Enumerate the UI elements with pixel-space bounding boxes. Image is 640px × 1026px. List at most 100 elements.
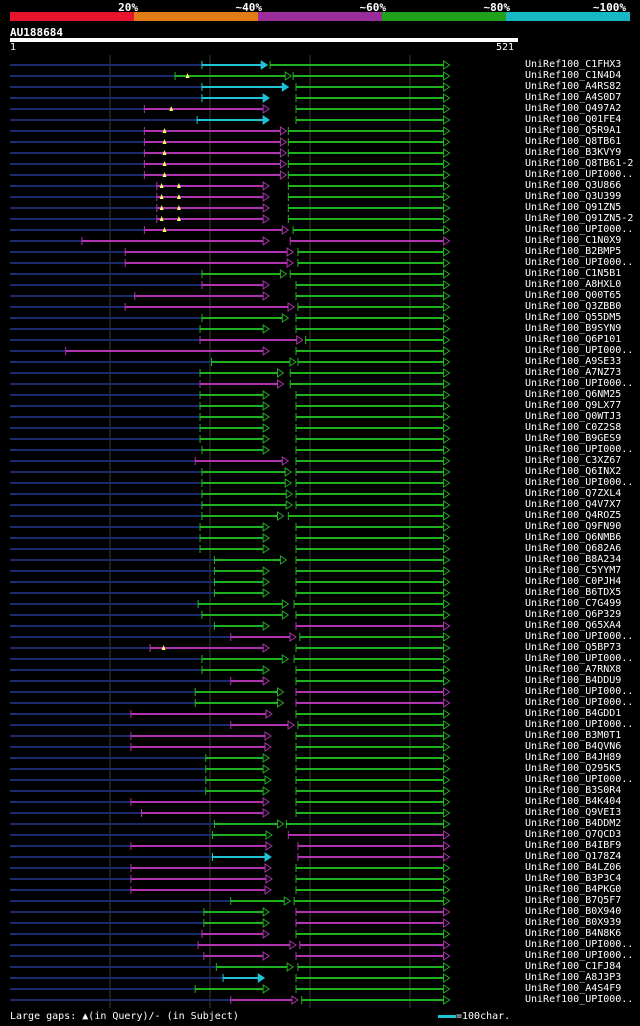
hit-label[interactable]: UniRef100_Q5BP73 [525, 642, 622, 653]
hit-label[interactable]: UniRef100_B9SYN9 [525, 323, 622, 334]
hit-label[interactable]: UniRef100_UPI000.. [525, 631, 634, 642]
hit-label[interactable]: UniRef100_UPI000.. [525, 345, 634, 356]
hit-label[interactable]: UniRef100_C1N0X9 [525, 235, 622, 246]
hit-label[interactable]: UniRef100_C1FJ84 [525, 961, 622, 972]
hit-label[interactable]: UniRef100_Q5R9A1 [525, 125, 622, 136]
hit-label[interactable]: UniRef100_A7NZ73 [525, 367, 622, 378]
hit-label[interactable]: UniRef100_UPI000.. [525, 774, 634, 785]
hit-label[interactable]: UniRef100_C1N4D4 [525, 70, 622, 81]
hit-row [10, 654, 451, 664]
hsp-end-arrow [443, 445, 451, 455]
hsp-end-arrow [262, 907, 271, 917]
hit-label[interactable]: UniRef100_B4PKG0 [525, 884, 622, 895]
hit-label[interactable]: UniRef100_UPI000.. [525, 224, 634, 235]
hit-label[interactable]: UniRef100_A8HXL0 [525, 279, 622, 290]
hit-label[interactable]: UniRef100_C0Z2S8 [525, 422, 622, 433]
hit-label[interactable]: UniRef100_Q7QCD3 [525, 829, 622, 840]
hit-label[interactable]: UniRef100_Q0WTJ3 [525, 411, 622, 422]
hit-label[interactable]: UniRef100_UPI000.. [525, 257, 634, 268]
hit-label[interactable]: UniRef100_C1N5B1 [525, 268, 622, 279]
hit-label[interactable]: UniRef100_B3P3C4 [525, 873, 622, 884]
hit-label[interactable]: UniRef100_B4JH89 [525, 752, 622, 763]
hit-label[interactable]: UniRef100_A4RS82 [525, 81, 622, 92]
hit-label[interactable]: UniRef100_UPI000.. [525, 444, 634, 455]
legend-segment-label: ~80% [483, 1, 511, 14]
hit-label[interactable]: UniRef100_Q00T65 [525, 290, 622, 301]
hit-label[interactable]: UniRef100_A9SE33 [525, 356, 622, 367]
hit-label[interactable]: UniRef100_B4K404 [525, 796, 622, 807]
hit-label[interactable]: UniRef100_B6TDX5 [525, 587, 622, 598]
hit-label[interactable]: UniRef100_B4DDM2 [525, 818, 622, 829]
hit-label[interactable]: UniRef100_UPI000.. [525, 950, 634, 961]
hit-label[interactable]: UniRef100_C1FHX3 [525, 59, 622, 70]
hit-label[interactable]: UniRef100_Q6NMB6 [525, 532, 622, 543]
hit-label[interactable]: UniRef100_C0PJH4 [525, 576, 622, 587]
hit-label[interactable]: UniRef100_Q7ZXL4 [525, 488, 622, 499]
hit-label[interactable]: UniRef100_Q65XA4 [525, 620, 622, 631]
hit-label[interactable]: UniRef100_A7RNX8 [525, 664, 622, 675]
hit-label[interactable]: UniRef100_UPI000.. [525, 939, 634, 950]
gap-legend: Large gaps: ▲(in Query)/- (in Subject) [10, 1011, 239, 1022]
hit-label[interactable]: UniRef100_B4N8K6 [525, 928, 622, 939]
hit-label[interactable]: UniRef100_B7Q5F7 [525, 895, 622, 906]
hit-label[interactable]: UniRef100_Q3ZBB0 [525, 301, 622, 312]
hit-label[interactable]: UniRef100_Q9VEI3 [525, 807, 622, 818]
hsp-end-arrow [279, 126, 288, 136]
hit-label[interactable]: UniRef100_Q4ROZ5 [525, 510, 622, 521]
hit-label[interactable]: UniRef100_Q01FE4 [525, 114, 622, 125]
hit-label[interactable]: UniRef100_B4GDD1 [525, 708, 622, 719]
hit-label[interactable]: UniRef100_Q8TB61 [525, 136, 622, 147]
hit-label[interactable]: UniRef100_Q9LX77 [525, 400, 622, 411]
hit-label[interactable]: UniRef100_Q9FN90 [525, 521, 622, 532]
hit-label[interactable]: UniRef100_B3M0T1 [525, 730, 622, 741]
hit-row [10, 599, 451, 609]
hit-label[interactable]: UniRef100_B3KVY9 [525, 147, 622, 158]
hit-label[interactable]: UniRef100_UPI000.. [525, 686, 634, 697]
hit-label[interactable]: UniRef100_UPI000.. [525, 477, 634, 488]
hit-label[interactable]: UniRef100_UPI000.. [525, 994, 634, 1005]
hit-label[interactable]: UniRef100_B4DDU9 [525, 675, 622, 686]
hsp-end-arrow [279, 555, 288, 565]
hsp-end-arrow [443, 621, 451, 631]
hit-label[interactable]: UniRef100_B4IBF9 [525, 840, 622, 851]
hsp-end-arrow [262, 665, 271, 675]
hit-label[interactable]: UniRef100_Q178Z4 [525, 851, 622, 862]
hit-label[interactable]: UniRef100_B9GES9 [525, 433, 622, 444]
hsp-end-arrow [443, 346, 451, 356]
hit-label[interactable]: UniRef100_A8J3P3 [525, 972, 622, 983]
hit-label[interactable]: UniRef100_Q91ZN5 [525, 202, 622, 213]
hit-label[interactable]: UniRef100_Q6NM25 [525, 389, 622, 400]
hit-label[interactable]: UniRef100_B8A234 [525, 554, 622, 565]
hit-label[interactable]: UniRef100_UPI000.. [525, 719, 634, 730]
hit-label[interactable]: UniRef100_C7G499 [525, 598, 622, 609]
hit-label[interactable]: UniRef100_Q497A2 [525, 103, 622, 114]
hit-label[interactable]: UniRef100_Q8TB61-2 [525, 158, 634, 169]
hsp-end-arrow [443, 335, 451, 345]
hit-label[interactable]: UniRef100_Q6P101 [525, 334, 622, 345]
hit-label[interactable]: UniRef100_B0X939 [525, 917, 622, 928]
hit-label[interactable]: UniRef100_Q6INX2 [525, 466, 622, 477]
hsp-end-arrow [284, 467, 293, 477]
hit-label[interactable]: UniRef100_Q91ZN5-2 [525, 213, 634, 224]
hit-label[interactable]: UniRef100_Q3U399 [525, 191, 622, 202]
hit-label[interactable]: UniRef100_UPI000.. [525, 697, 634, 708]
hit-label[interactable]: UniRef100_B3S0R4 [525, 785, 622, 796]
hit-label[interactable]: UniRef100_C5YYM7 [525, 565, 622, 576]
hit-label[interactable]: UniRef100_UPI000.. [525, 169, 634, 180]
hit-label[interactable]: UniRef100_C3XZ67 [525, 455, 622, 466]
hit-label[interactable]: UniRef100_Q4V7X7 [525, 499, 622, 510]
hit-label[interactable]: UniRef100_B2BMP5 [525, 246, 622, 257]
hit-label[interactable]: UniRef100_UPI000.. [525, 378, 634, 389]
hit-label[interactable]: UniRef100_Q55DM5 [525, 312, 622, 323]
hit-label[interactable]: UniRef100_Q295K5 [525, 763, 622, 774]
hit-label[interactable]: UniRef100_A4S4F9 [525, 983, 622, 994]
hit-label[interactable]: UniRef100_B4LZ06 [525, 862, 622, 873]
hsp-end-arrow [443, 324, 451, 334]
hit-label[interactable]: UniRef100_UPI000.. [525, 653, 634, 664]
hit-label[interactable]: UniRef100_Q3U866 [525, 180, 622, 191]
hit-label[interactable]: UniRef100_Q682A6 [525, 543, 622, 554]
hit-label[interactable]: UniRef100_B4QVN6 [525, 741, 622, 752]
hit-label[interactable]: UniRef100_B0X940 [525, 906, 622, 917]
hit-label[interactable]: UniRef100_Q6P329 [525, 609, 622, 620]
hit-label[interactable]: UniRef100_A4S0D7 [525, 92, 622, 103]
